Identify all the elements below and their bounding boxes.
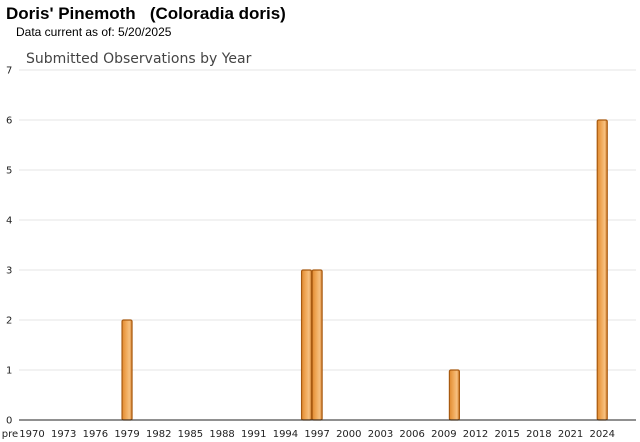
y-tick-label: 0 bbox=[6, 416, 12, 427]
x-tick-label: 2015 bbox=[494, 429, 519, 440]
x-tick-label: 2009 bbox=[431, 429, 456, 440]
x-tick-label: 2018 bbox=[526, 429, 551, 440]
y-tick-label: 2 bbox=[6, 316, 12, 327]
bar-1979 bbox=[121, 319, 133, 421]
x-tick-label: pre bbox=[2, 429, 18, 440]
y-tick-label: 3 bbox=[6, 266, 12, 277]
x-tick-label: 1979 bbox=[114, 429, 139, 440]
y-tick-label: 7 bbox=[6, 66, 12, 77]
x-tick-label: 1976 bbox=[83, 429, 108, 440]
species-title: Doris' Pinemoth (Coloradia doris) bbox=[6, 4, 286, 23]
y-tick-label: 6 bbox=[6, 116, 12, 127]
x-tick-label: 1985 bbox=[178, 429, 203, 440]
x-tick-label: 2021 bbox=[558, 429, 583, 440]
x-tick-label: 1970 bbox=[19, 429, 44, 440]
y-tick-label: 1 bbox=[6, 366, 12, 377]
bar-1997 bbox=[311, 269, 323, 421]
bar-2024 bbox=[596, 119, 608, 421]
x-tick-label: 1994 bbox=[273, 429, 298, 440]
y-tick-label: 5 bbox=[6, 166, 12, 177]
data-current-date: Data current as of: 5/20/2025 bbox=[16, 25, 172, 39]
y-axis-ticks: 0 1 2 3 4 5 6 7 bbox=[6, 66, 12, 427]
x-tick-label: 1991 bbox=[241, 429, 266, 440]
y-tick-label: 4 bbox=[6, 216, 12, 227]
x-tick-label: 2024 bbox=[590, 429, 615, 440]
x-tick-label: 1997 bbox=[304, 429, 329, 440]
x-tick-label: 1982 bbox=[146, 429, 171, 440]
x-tick-label: 2012 bbox=[463, 429, 488, 440]
x-axis-ticks: pre 1970 1973 1976 1979 1982 1985 1988 1991 1994 1… bbox=[2, 429, 615, 440]
x-tick-label: 1988 bbox=[209, 429, 234, 440]
x-tick-label: 2000 bbox=[336, 429, 361, 440]
x-tick-label: 1973 bbox=[51, 429, 76, 440]
bar-2010 bbox=[448, 369, 460, 421]
x-tick-label: 2006 bbox=[399, 429, 424, 440]
gridlines bbox=[19, 69, 636, 371]
x-tick-label: 2003 bbox=[368, 429, 393, 440]
bar-1996 bbox=[300, 269, 313, 421]
chart-title: Submitted Observations by Year bbox=[26, 51, 252, 67]
